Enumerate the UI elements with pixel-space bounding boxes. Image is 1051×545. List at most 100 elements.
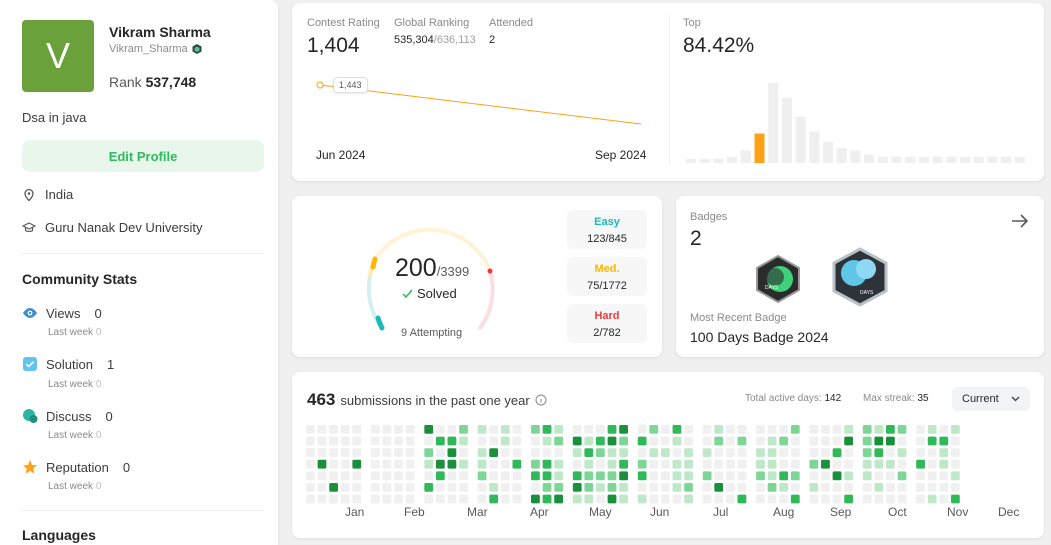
edit-profile-button[interactable]: Edit Profile [22, 140, 264, 172]
month-label: Oct [888, 505, 907, 519]
stat-views: Views 0 [22, 305, 102, 321]
solved-label: Solved [417, 286, 457, 301]
contest-rating-value: 1,404 [307, 34, 360, 57]
stat-sub-value: 0 [95, 430, 102, 441]
heatmap-cell [950, 494, 960, 504]
arrow-right-icon[interactable] [1010, 211, 1030, 231]
heatmap-cell [554, 494, 564, 504]
heatmap-cell [329, 471, 338, 481]
heatmap-cell [459, 471, 468, 481]
heatmap-cell [897, 436, 907, 446]
avatar[interactable]: V [22, 20, 94, 92]
heatmap-cell [370, 425, 380, 434]
heatmap-cell [637, 448, 647, 457]
heatmap-cell [950, 425, 960, 434]
heatmap-cell [329, 436, 338, 446]
heatmap-cell [886, 436, 895, 446]
heatmap-cell [767, 483, 777, 492]
star-icon [23, 460, 37, 474]
histogram-bar [960, 156, 970, 163]
verified-icon [192, 44, 202, 54]
heatmap-cell [821, 448, 830, 457]
heatmap-cell [317, 494, 327, 504]
eye-icon [23, 308, 37, 318]
profile-username-row: Vikram_Sharma [109, 43, 202, 55]
heatmap-cell [619, 425, 628, 434]
heatmap-cell [394, 425, 403, 434]
histogram-bar [809, 131, 820, 163]
heatmap-cell [649, 471, 659, 481]
badge-50-days[interactable]: DAYS [753, 254, 803, 309]
histogram-bar [768, 83, 779, 163]
heatmap-cell [584, 436, 594, 446]
heatmap-cell [340, 483, 350, 492]
badge-100-days[interactable]: DAYS [831, 247, 889, 312]
heatmap-cell [660, 471, 670, 481]
max-streak-value: 35 [917, 393, 929, 404]
heatmap-cell [862, 436, 872, 446]
heatmap-cell [714, 448, 724, 457]
histogram-bar [836, 148, 847, 163]
month-label: Jan [345, 505, 365, 519]
heatmap-cell [672, 483, 682, 492]
heatmap-cell [500, 425, 510, 434]
stat-views-sub: Last week 0 [48, 327, 101, 338]
heatmap-cell [809, 483, 819, 492]
attended-label: Attended [489, 17, 534, 29]
heatmap-cell [554, 471, 564, 481]
histogram-bar [823, 141, 833, 163]
heatmap-cell [779, 448, 789, 457]
stat-solution-sub: Last week 0 [48, 379, 101, 390]
heatmap-cell [382, 494, 392, 504]
heatmap-cell [531, 494, 540, 504]
heatmap-cell [317, 448, 327, 457]
heatmap-cell [370, 459, 380, 469]
stat-label: Reputation [46, 459, 109, 475]
heatmap-cell [649, 494, 659, 504]
year-dropdown[interactable]: Current [952, 387, 1030, 411]
heatmap-cell [649, 448, 659, 457]
histogram-bar [713, 158, 724, 163]
stat-discuss: Discuss 0 [22, 408, 113, 424]
heatmap-cell [489, 494, 499, 504]
submissions-summary: 463 submissions in the past one year [307, 390, 547, 410]
heatmap-cell [477, 471, 487, 481]
heatmap-cell [531, 459, 540, 469]
heatmap-cell [512, 448, 522, 457]
histogram-bar [740, 150, 751, 163]
heatmap-cell [512, 483, 522, 492]
submissions-heatmap-card: 463 submissions in the past one year Tot… [292, 372, 1044, 538]
heatmap-cell [340, 459, 350, 469]
heatmap-cell [737, 483, 747, 492]
histogram-bar [973, 156, 984, 163]
heatmap-cell [596, 448, 605, 457]
heatmap-cell [619, 448, 628, 457]
heatmap-cell [939, 459, 949, 469]
stat-label: Solution [46, 356, 93, 372]
info-icon[interactable] [535, 394, 547, 406]
heatmap-cell [844, 459, 854, 469]
histogram-bar [795, 116, 806, 163]
heatmap-cell [489, 483, 499, 492]
heatmap-cell [459, 448, 468, 457]
heatmap-cell [405, 425, 415, 434]
heatmap-cell [684, 459, 693, 469]
heatmap-cell [584, 494, 594, 504]
heatmap-cell [607, 483, 617, 492]
medium-stat: Med. 75/1772 [567, 257, 647, 296]
solved-count: 200 [395, 254, 437, 282]
heatmap-cell [874, 471, 884, 481]
heatmap-cell [596, 494, 605, 504]
heatmap-cell [340, 436, 350, 446]
badge-100-days-icon [832, 247, 888, 307]
heatmap-cell [584, 448, 594, 457]
divider [22, 510, 264, 511]
heatmap-cell [809, 494, 819, 504]
heatmap-cell [500, 471, 510, 481]
contest-rating-card: Contest Rating 1,404 Global Ranking 535,… [292, 3, 1044, 181]
heatmap-cell [477, 459, 487, 469]
heatmap-cell [352, 436, 362, 446]
heatmap-cell [809, 448, 819, 457]
heatmap-cell [886, 459, 895, 469]
heatmap-cell [927, 494, 937, 504]
